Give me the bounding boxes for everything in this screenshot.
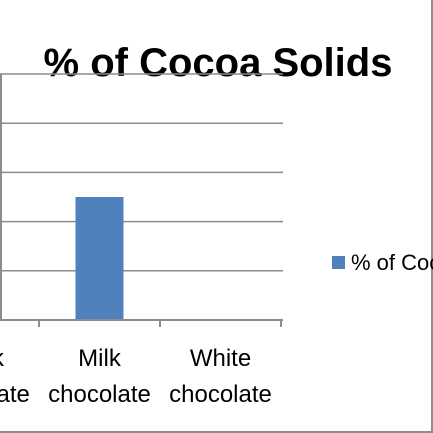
legend-swatch <box>332 256 345 269</box>
x-tick-labels: Dark chocolate Milk chocolate White chocolate <box>0 345 272 408</box>
x-tick-label: Milk <box>78 345 122 372</box>
x-tick-label: Dark <box>0 345 5 372</box>
gridlines <box>0 73 283 272</box>
x-tick-label: chocolate <box>169 381 272 408</box>
bars <box>75 197 124 320</box>
x-tick-label: White <box>190 345 251 372</box>
bar-milk-chocolate <box>75 197 124 320</box>
chart-title: % of Cocoa Solids <box>44 41 393 85</box>
legend-label: % of Cocoa Solids <box>351 250 433 275</box>
axes <box>0 74 283 327</box>
x-tick-label: chocolate <box>48 381 151 408</box>
legend: % of Cocoa Solids <box>332 250 433 275</box>
x-tick-label: chocolate <box>0 381 30 408</box>
